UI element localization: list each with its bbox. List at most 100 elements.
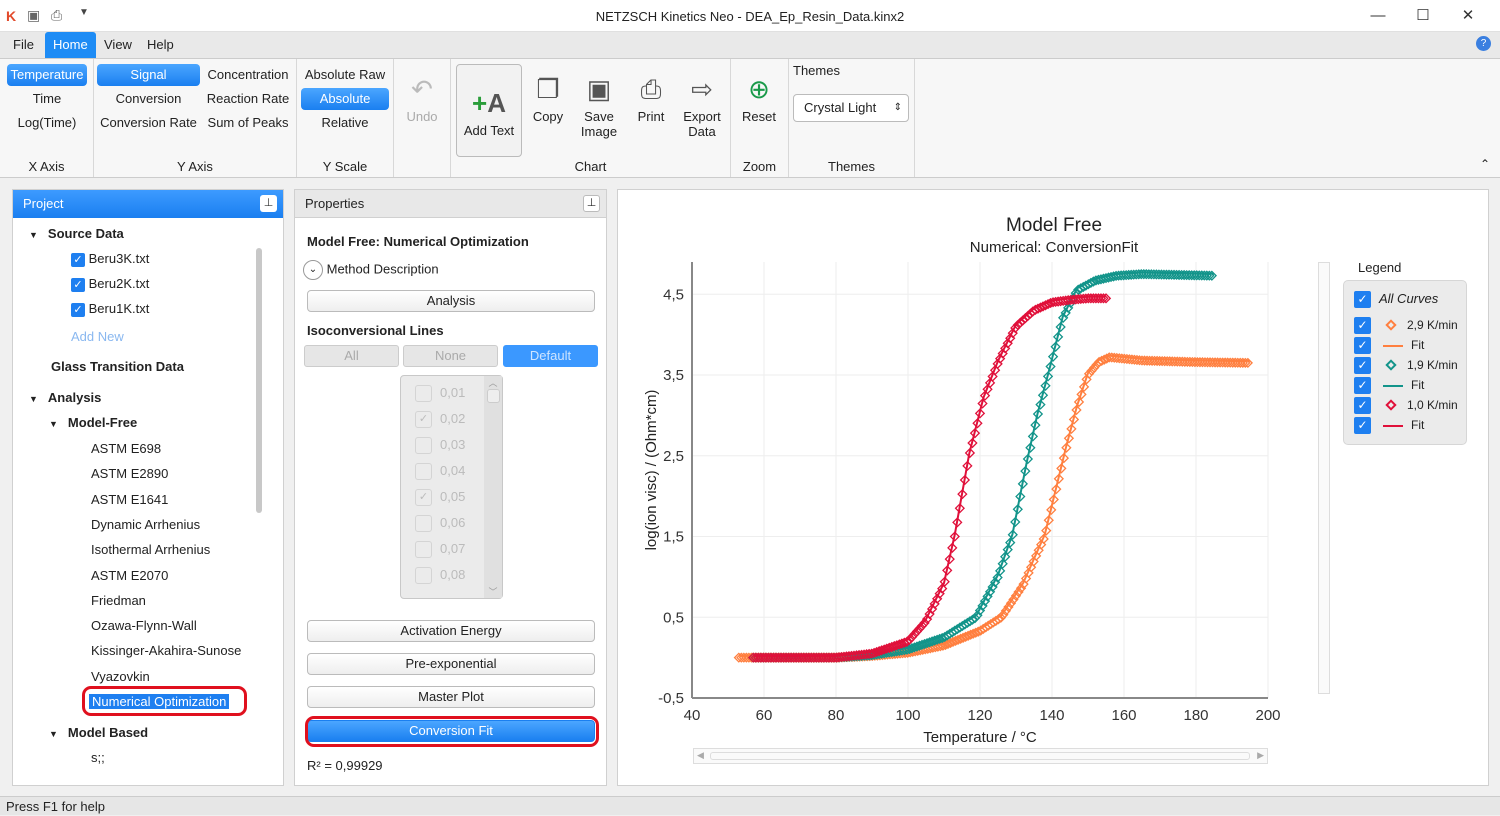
y-conversion-rate-button[interactable]: Conversion Rate (100, 115, 197, 130)
help-icon[interactable]: ? (1476, 36, 1491, 51)
save-icon[interactable]: ▣ (27, 7, 41, 23)
legend-item[interactable]: ✓ 1,9 K/min (1354, 355, 1458, 375)
x-logtime-button[interactable]: Log(Time) (17, 115, 77, 130)
legend-item[interactable]: ✓ 1,0 K/min (1354, 395, 1458, 415)
iso-item[interactable]: ✓ 0,02 (415, 406, 465, 432)
quick-access-dropdown-icon[interactable]: ▼ (79, 7, 89, 18)
checkbox[interactable] (415, 385, 432, 403)
method-item[interactable]: Ozawa-Flynn-Wall (91, 618, 197, 634)
tree-glass-transition[interactable]: Glass Transition Data (51, 359, 184, 374)
pre-exponential-button[interactable]: Pre-exponential (307, 653, 595, 675)
pin-icon[interactable]: ⊥ (260, 195, 277, 212)
iso-item[interactable]: 0,07 (415, 536, 465, 562)
menu-help[interactable]: Help (147, 37, 174, 52)
file-beru1k[interactable]: ✓ Beru1K.txt (71, 301, 149, 317)
copy-button[interactable]: ❐ Copy (528, 69, 568, 124)
maximize-button[interactable]: ☐ (1416, 7, 1430, 24)
iso-item[interactable]: 0,01 (415, 380, 465, 406)
iso-item[interactable]: 0,03 (415, 432, 465, 458)
menu-file[interactable]: File (13, 37, 34, 52)
tree-model-based-child[interactable]: s;; (91, 750, 105, 765)
iso-item[interactable]: 0,04 (415, 458, 465, 484)
checkbox[interactable]: ✓ (1354, 377, 1371, 395)
checkbox[interactable]: ✓ (71, 277, 85, 292)
y-reaction-rate-button[interactable]: Reaction Rate (206, 91, 290, 106)
master-plot-button[interactable]: Master Plot (307, 686, 595, 708)
print-icon[interactable]: ⎙ (51, 7, 63, 23)
file-beru3k[interactable]: ✓ Beru3K.txt (71, 251, 149, 267)
method-item[interactable]: ASTM E2070 (91, 567, 169, 583)
iso-item[interactable]: 0,08 (415, 562, 465, 588)
method-item[interactable]: Kissinger-Akahira-Sunose (91, 643, 242, 659)
checkbox[interactable] (415, 541, 432, 559)
method-item[interactable]: Vyazovkin (91, 668, 150, 684)
method-item[interactable]: ASTM E2890 (91, 466, 169, 482)
y-signal-button[interactable]: Signal (97, 64, 200, 86)
y-concentration-button[interactable]: Concentration (207, 67, 289, 82)
absolute-button[interactable]: Absolute (301, 88, 389, 110)
absolute-raw-button[interactable]: Absolute Raw (304, 67, 386, 82)
export-data-button[interactable]: ⇨ Export Data (677, 69, 727, 139)
activation-energy-button[interactable]: Activation Energy (307, 620, 595, 642)
checkbox[interactable]: ✓ (1354, 337, 1371, 355)
menu-view[interactable]: View (104, 37, 132, 52)
file-beru2k[interactable]: ✓ Beru2K.txt (71, 276, 149, 292)
chart-horizontal-scrollbar[interactable]: ◀ ▶ (693, 748, 1268, 764)
undo-button[interactable]: ↶ Undo (394, 69, 450, 124)
chart[interactable]: 40 60 80 100 120 140 160 180 200 -0,5 0,5 1,5 2,5 3,5… (618, 190, 1318, 785)
tree-analysis[interactable]: ▼ Analysis (29, 390, 102, 405)
method-item[interactable]: Dynamic Arrhenius (91, 516, 201, 532)
minimize-button[interactable]: — (1370, 7, 1386, 24)
method-item[interactable]: Isothermal Arrhenius (91, 542, 211, 558)
tree-model-based[interactable]: ▼ Model Based (49, 725, 149, 740)
legend-item[interactable]: ✓ Fit (1354, 375, 1424, 395)
checkbox[interactable] (415, 437, 432, 455)
checkbox[interactable]: ✓ (71, 252, 85, 267)
checkbox[interactable]: ✓ (415, 489, 432, 507)
none-button[interactable]: None (403, 345, 498, 367)
legend-item[interactable]: ✓ 2,9 K/min (1354, 315, 1458, 335)
x-temperature-button[interactable]: Temperature (7, 64, 87, 86)
method-item[interactable]: ASTM E698 (91, 441, 162, 456)
checkbox[interactable] (415, 463, 432, 481)
theme-select[interactable]: Crystal Light ⇕ (793, 94, 909, 122)
checkbox[interactable]: ✓ (1354, 417, 1371, 435)
y-sum-of-peaks-button[interactable]: Sum of Peaks (207, 115, 289, 130)
menu-home[interactable]: Home (45, 32, 96, 58)
checkbox[interactable]: ✓ (1354, 397, 1371, 415)
iso-item[interactable]: 0,06 (415, 510, 465, 536)
relative-button[interactable]: Relative (321, 115, 369, 130)
legend-all-curves[interactable]: ✓ All Curves (1354, 289, 1438, 309)
checkbox[interactable]: ✓ (71, 302, 85, 317)
iso-scrollbar[interactable]: ︿ ﹀ (484, 376, 502, 598)
checkbox[interactable]: ✓ (1354, 357, 1371, 375)
tree-model-free[interactable]: ▼ Model-Free (49, 415, 138, 430)
method-item[interactable]: Numerical Optimization (89, 694, 230, 709)
close-button[interactable]: ✕ (1461, 7, 1475, 24)
pin-icon[interactable]: ⊥ (583, 195, 600, 212)
project-scrollbar[interactable] (256, 248, 262, 513)
checkbox[interactable] (415, 515, 432, 533)
collapse-ribbon-icon[interactable]: ⌃ (1480, 157, 1491, 171)
all-button[interactable]: All (304, 345, 399, 367)
checkbox[interactable]: ✓ (1354, 291, 1371, 309)
legend-item[interactable]: ✓ Fit (1354, 335, 1424, 355)
method-item[interactable]: Friedman (91, 592, 146, 608)
method-item[interactable]: ASTM E1641 (91, 491, 169, 507)
checkbox[interactable]: ✓ (415, 411, 432, 429)
legend-scrollbar[interactable] (1318, 262, 1330, 694)
checkbox[interactable]: ✓ (1354, 317, 1371, 335)
print-button[interactable]: ⎙ Print (629, 69, 673, 124)
analysis-button[interactable]: Analysis (307, 290, 595, 312)
y-conversion-button[interactable]: Conversion (115, 91, 182, 106)
iso-item[interactable]: ✓ 0,05 (415, 484, 465, 510)
default-button[interactable]: Default (503, 345, 598, 367)
x-time-button[interactable]: Time (32, 91, 62, 106)
save-image-button[interactable]: ▣ Save Image (574, 69, 624, 139)
legend-item[interactable]: ✓ Fit (1354, 415, 1424, 435)
add-new-link[interactable]: Add New (71, 329, 124, 344)
tree-source-data[interactable]: ▼ Source Data (29, 226, 124, 241)
add-text-button[interactable]: +A Add Text (456, 64, 522, 157)
checkbox[interactable] (415, 567, 432, 585)
method-description-toggle[interactable]: ⌄ Method Description (303, 260, 439, 280)
